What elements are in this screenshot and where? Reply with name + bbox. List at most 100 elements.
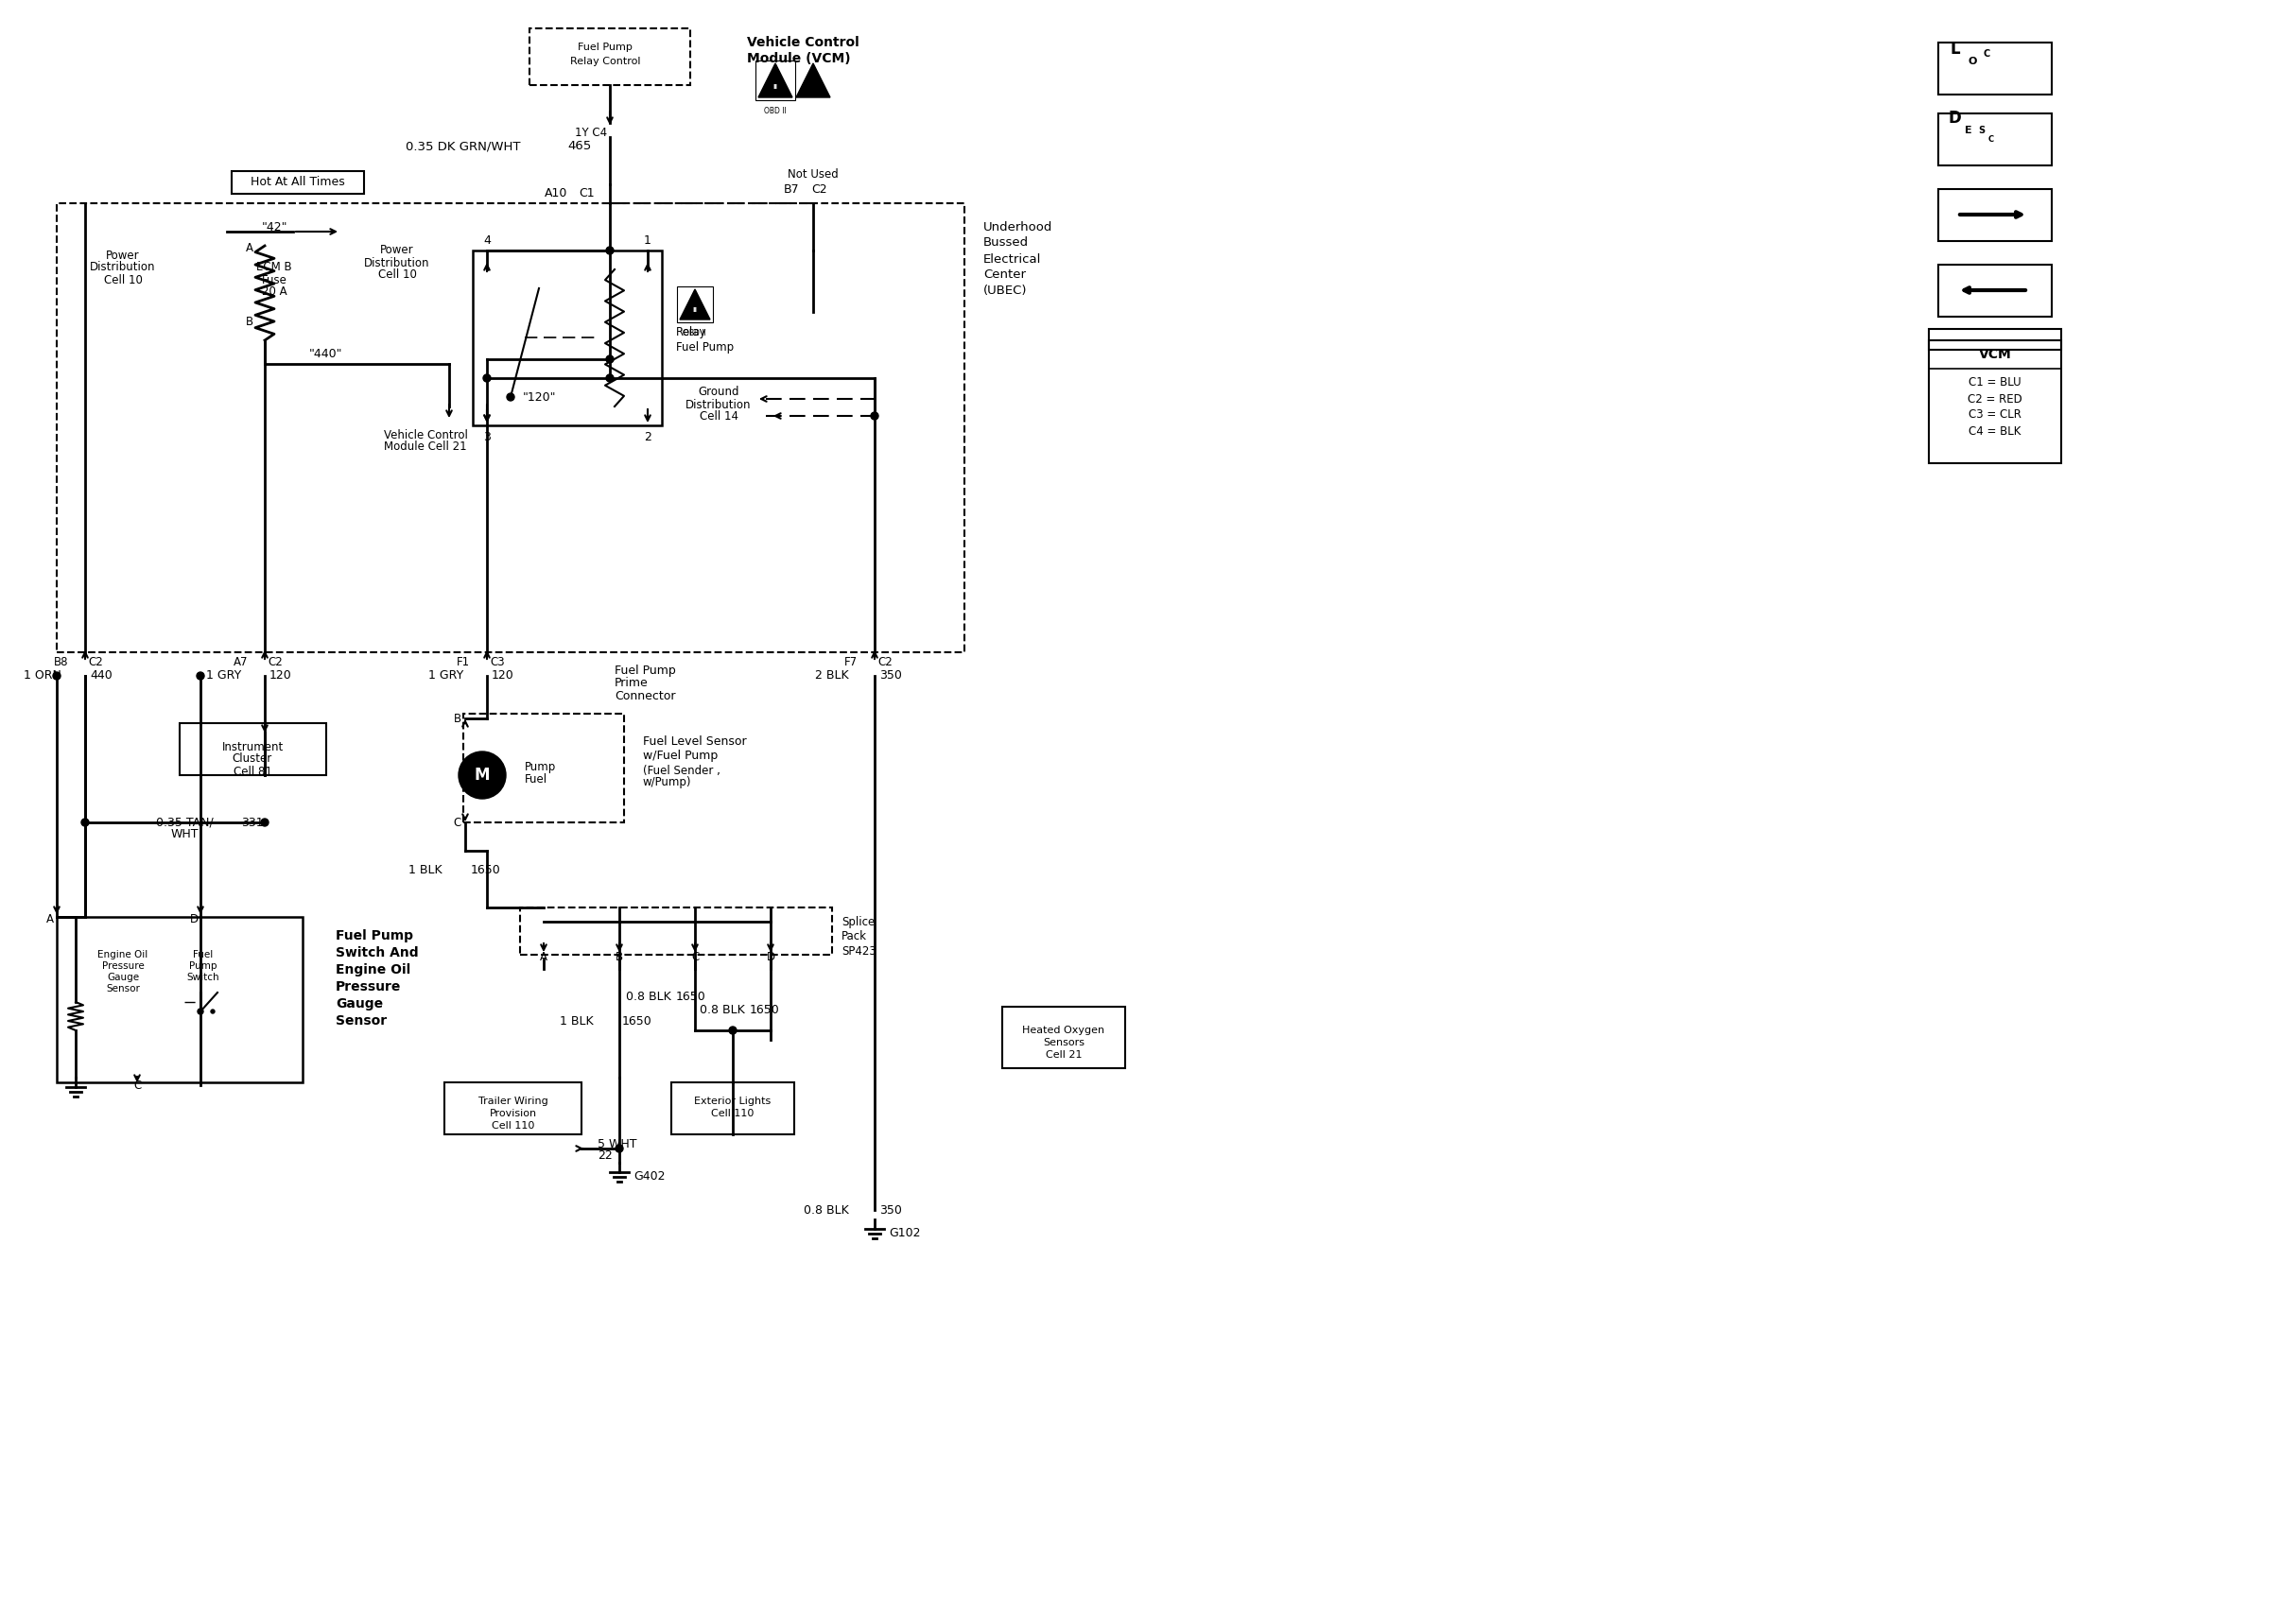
Text: Switch And: Switch And — [336, 947, 418, 960]
Text: B: B — [245, 315, 252, 328]
Text: 0.35 TAN/: 0.35 TAN/ — [155, 817, 214, 828]
Circle shape — [507, 393, 514, 401]
Circle shape — [198, 672, 205, 680]
Text: 1: 1 — [643, 235, 652, 247]
Text: B7: B7 — [784, 184, 798, 195]
Bar — [521, 908, 832, 955]
Text: Engine Oil: Engine Oil — [336, 963, 411, 976]
Text: Connector: Connector — [614, 690, 675, 702]
Text: Cell 21: Cell 21 — [1046, 1051, 1082, 1060]
Text: Bussed: Bussed — [984, 237, 1030, 248]
Text: 1 BLK: 1 BLK — [559, 1015, 593, 1026]
Text: Fuse: Fuse — [261, 274, 286, 286]
Text: Center: Center — [984, 270, 1025, 281]
Circle shape — [211, 1010, 214, 1013]
Text: Fuel Pump: Fuel Pump — [336, 929, 414, 942]
Text: C1 = BLU: C1 = BLU — [1968, 377, 2021, 390]
Bar — [473, 250, 661, 425]
Text: Power: Power — [380, 244, 414, 257]
Text: 1650: 1650 — [471, 864, 500, 875]
Text: F1: F1 — [457, 656, 471, 667]
Text: E: E — [1964, 125, 1973, 135]
Text: Pressure: Pressure — [336, 981, 402, 994]
Text: WHT: WHT — [170, 828, 198, 841]
Text: 1 ORN: 1 ORN — [23, 669, 61, 682]
Bar — [57, 203, 964, 653]
Bar — [1939, 42, 2053, 94]
Text: Hot At All Times: Hot At All Times — [250, 177, 345, 188]
Text: Gauge: Gauge — [107, 973, 139, 983]
Text: 0.8 BLK: 0.8 BLK — [700, 1004, 746, 1015]
Text: B: B — [455, 713, 461, 724]
Text: Switch: Switch — [186, 973, 220, 983]
Text: 20 A: 20 A — [261, 286, 286, 299]
Text: Not Used: Not Used — [789, 169, 839, 180]
Text: 465: 465 — [568, 140, 591, 153]
Text: 120: 120 — [270, 669, 291, 682]
Text: 2: 2 — [643, 430, 652, 443]
Text: (Fuel Sender ,: (Fuel Sender , — [643, 765, 721, 776]
Text: G102: G102 — [889, 1228, 921, 1239]
Bar — [180, 723, 327, 775]
Text: A: A — [245, 242, 252, 255]
Text: Engine Oil: Engine Oil — [98, 950, 148, 960]
Text: G402: G402 — [634, 1171, 666, 1182]
Bar — [1939, 265, 2053, 317]
Text: Pressure: Pressure — [102, 961, 143, 971]
Bar — [677, 286, 714, 322]
Text: 1650: 1650 — [750, 1004, 780, 1015]
Text: C3 = CLR: C3 = CLR — [1968, 409, 2021, 421]
Text: Power: Power — [107, 248, 139, 261]
Text: O: O — [1968, 57, 1978, 67]
Text: A10: A10 — [543, 188, 568, 200]
Circle shape — [607, 375, 614, 382]
Text: Exterior Lights: Exterior Lights — [693, 1096, 771, 1106]
Text: Sensor: Sensor — [336, 1015, 386, 1028]
Circle shape — [52, 672, 61, 680]
Text: 4: 4 — [484, 235, 491, 247]
Text: C4 = BLK: C4 = BLK — [1968, 425, 2021, 437]
Text: Ground: Ground — [698, 387, 739, 398]
Text: A: A — [45, 913, 55, 926]
Text: S: S — [1978, 125, 1984, 135]
Text: D: D — [191, 913, 198, 926]
Text: Pump: Pump — [189, 961, 218, 971]
Text: w/Pump): w/Pump) — [643, 776, 691, 789]
Text: w/Fuel Pump: w/Fuel Pump — [643, 750, 718, 762]
Text: Cell 14: Cell 14 — [700, 411, 739, 422]
Bar — [1939, 114, 2053, 166]
Text: Fuel Level Sensor: Fuel Level Sensor — [643, 736, 746, 749]
Text: Pack: Pack — [841, 929, 866, 942]
Text: Pump: Pump — [525, 762, 557, 773]
Circle shape — [607, 356, 614, 364]
Text: Provision: Provision — [489, 1109, 536, 1119]
Text: C: C — [1984, 49, 1991, 58]
Circle shape — [82, 818, 89, 827]
Text: 22: 22 — [598, 1150, 611, 1163]
Circle shape — [616, 1145, 623, 1153]
Circle shape — [198, 1009, 202, 1015]
Text: Fuel Pump: Fuel Pump — [614, 664, 675, 677]
Circle shape — [261, 818, 268, 827]
Text: C2 = RED: C2 = RED — [1968, 393, 2023, 404]
Polygon shape — [680, 289, 709, 320]
Text: Fuel Pump: Fuel Pump — [577, 42, 632, 52]
Text: (UBEC): (UBEC) — [984, 284, 1027, 297]
Text: 0.8 BLK: 0.8 BLK — [625, 991, 671, 1004]
Text: Distribution: Distribution — [91, 261, 157, 274]
Text: 5 WHT: 5 WHT — [598, 1138, 636, 1150]
Text: C: C — [1989, 136, 1993, 145]
Bar — [671, 1082, 793, 1134]
Text: Cell 110: Cell 110 — [491, 1121, 534, 1130]
Text: C: C — [455, 817, 461, 828]
Text: II: II — [773, 84, 777, 89]
Text: 120: 120 — [491, 669, 514, 682]
Text: B8: B8 — [55, 656, 68, 667]
Text: Distribution: Distribution — [364, 257, 430, 270]
Text: 2 BLK: 2 BLK — [816, 669, 850, 682]
Text: Cell 10: Cell 10 — [377, 270, 416, 281]
Text: C: C — [134, 1078, 141, 1091]
Circle shape — [484, 375, 491, 382]
Text: OBD II: OBD II — [764, 107, 786, 115]
Text: Distribution: Distribution — [686, 398, 752, 411]
